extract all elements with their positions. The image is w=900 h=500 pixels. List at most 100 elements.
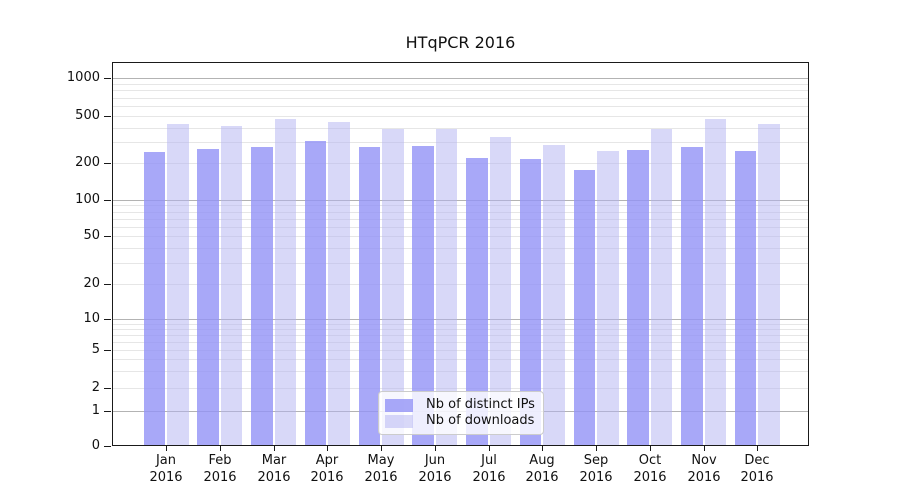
gridline-500 [113,116,808,117]
x-tick-mark-sep [596,446,597,451]
x-tick-mark-apr [327,446,328,451]
gridline-8 [113,329,808,330]
legend: Nb of distinct IPs Nb of downloads [378,391,544,435]
y-tick-label-100: 100 [75,192,100,207]
bar-ips-may [358,147,380,445]
bar-ips-jan [143,152,165,445]
gridline-70 [113,219,808,220]
x-tick-mark-mar [274,446,275,451]
y-tick-label-1000: 1000 [66,70,100,85]
bar-downloads-jun [435,129,458,445]
chart-title: HTqPCR 2016 [405,33,516,52]
y-tick-label-50: 50 [83,228,100,243]
legend-item-downloads: Nb of downloads [385,413,535,429]
legend-swatch-distinct-ips [385,398,413,412]
gridline-5 [113,350,808,351]
bar-downloads-nov [704,118,726,445]
bar-downloads-oct [650,129,673,445]
x-tick-label-jan: Jan 2016 [149,453,183,485]
gridline-80 [113,212,808,213]
x-tick-label-may: May 2016 [364,453,398,485]
plot-area [112,62,809,446]
x-tick-label-oct: Oct 2016 [633,453,667,485]
y-tick-label-1: 1 [91,403,100,418]
y-tick-mark-200 [104,163,111,164]
x-tick-mark-aug [542,446,543,451]
x-tick-label-sep: Sep 2016 [579,453,613,485]
gridline-700 [113,98,808,99]
gridline-1000 [113,78,808,79]
gridline-20 [113,284,808,285]
y-tick-mark-0 [104,446,111,447]
gridline-6 [113,342,808,343]
gridline-200 [113,163,808,164]
bar-ips-apr [304,141,327,445]
bar-downloads-mar [274,118,296,445]
gridline-100 [113,200,808,201]
x-tick-mark-jul [489,446,490,451]
x-tick-label-jun: Jun 2016 [418,453,452,485]
bar-downloads-apr [328,122,350,445]
y-tick-label-500: 500 [75,108,100,123]
gridline-60 [113,227,808,228]
y-tick-mark-100 [104,200,111,201]
x-tick-label-feb: Feb 2016 [203,453,237,485]
y-tick-label-2: 2 [91,380,100,395]
y-tick-mark-10 [104,319,111,320]
x-tick-label-dec: Dec 2016 [740,453,774,485]
y-tick-label-5: 5 [91,342,100,357]
y-tick-label-20: 20 [83,276,100,291]
bar-downloads-jul [489,137,511,445]
bar-ips-aug [519,159,542,445]
gridline-900 [113,84,808,85]
x-tick-mark-nov [704,446,705,451]
x-tick-mark-oct [650,446,651,451]
y-tick-label-200: 200 [75,155,100,170]
bar-downloads-sep [597,150,619,445]
gridline-50 [113,236,808,237]
y-tick-mark-2 [104,388,111,389]
gridline-40 [113,248,808,249]
bar-downloads-dec [758,124,780,445]
gridline-3 [113,371,808,372]
x-tick-mark-jun [435,446,436,451]
gridline-600 [113,106,808,107]
legend-item-distinct-ips: Nb of distinct IPs [385,397,535,413]
x-tick-mark-jan [166,446,167,451]
bar-downloads-aug [543,144,565,445]
gridline-2 [113,388,808,389]
bar-ips-sep [573,169,595,445]
gridline-9 [113,324,808,325]
y-tick-mark-1000 [104,78,111,79]
bar-ips-oct [627,150,649,445]
x-tick-mark-feb [220,446,221,451]
gridline-4 [113,359,808,360]
bar-ips-jun [412,146,434,445]
y-tick-mark-500 [104,116,111,117]
x-tick-label-aug: Aug 2016 [525,453,559,485]
y-tick-mark-5 [104,350,111,351]
y-tick-mark-20 [104,284,111,285]
bar-ips-feb [197,149,219,445]
gridline-400 [113,128,808,129]
x-tick-mark-may [381,446,382,451]
y-tick-label-10: 10 [83,311,100,326]
bar-ips-dec [734,150,757,445]
bar-ips-nov [681,146,703,445]
bar-downloads-jan [167,124,189,445]
bar-ips-jul [466,158,488,445]
y-tick-mark-1 [104,411,111,412]
gridline-90 [113,205,808,206]
x-tick-mark-dec [757,446,758,451]
bar-downloads-may [382,128,404,445]
x-tick-label-mar: Mar 2016 [257,453,291,485]
gridline-10 [113,319,808,320]
x-tick-label-nov: Nov 2016 [687,453,721,485]
legend-label-downloads: Nb of downloads [426,413,535,428]
y-tick-label-0: 0 [91,438,100,453]
x-tick-label-apr: Apr 2016 [310,453,344,485]
bar-downloads-feb [220,125,243,445]
gridline-7 [113,335,808,336]
bar-ips-mar [251,147,273,445]
